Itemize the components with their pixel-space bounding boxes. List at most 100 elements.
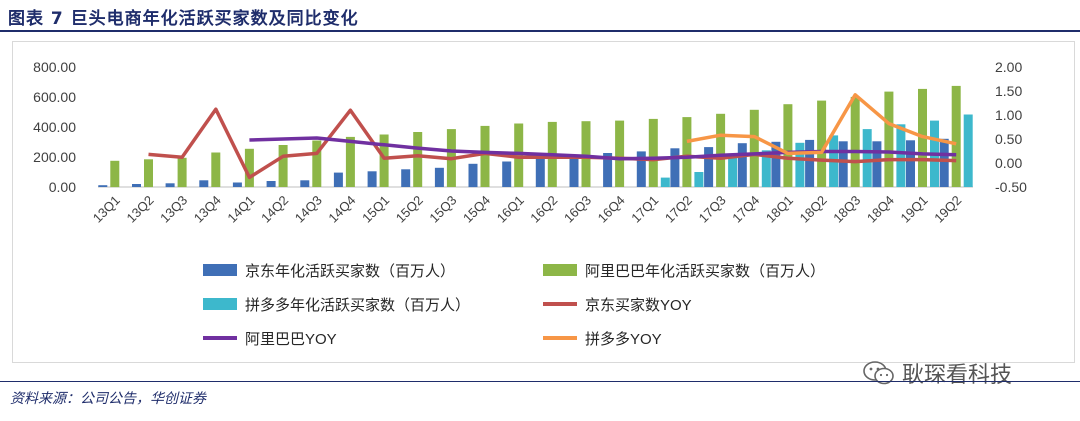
- x-tick-label: 16Q3: [561, 193, 594, 226]
- bar-2: [514, 123, 524, 187]
- y-right-tick-label: -0.50: [995, 179, 1027, 195]
- bar-2: [648, 118, 658, 187]
- bar-1: [333, 172, 343, 187]
- bar-2: [716, 113, 726, 187]
- y-right-tick-label: 1.50: [995, 83, 1022, 99]
- bar-3: [761, 150, 771, 188]
- bar-1: [434, 167, 444, 187]
- x-tick-label: 13Q1: [90, 193, 123, 226]
- chart-frame: 0.00 200.00 400.00 600.00 800.00 -0.50 0.00 0.5…: [12, 41, 1075, 363]
- bar-2: [749, 109, 759, 188]
- bar-1: [502, 161, 512, 187]
- bar-2: [312, 140, 322, 187]
- bar-2: [817, 100, 827, 187]
- bar-2: [110, 160, 120, 188]
- x-tick-label: 19Q1: [898, 193, 931, 226]
- x-tick-label: 13Q4: [191, 193, 224, 226]
- y-left-tick-label: 400.00: [33, 119, 76, 135]
- bar-1: [300, 180, 310, 188]
- watermark: 耿琛看科技: [862, 358, 1012, 388]
- source-note: 资料来源：公司公告，华创证券: [10, 391, 206, 407]
- y-right-tick-label: 1.00: [995, 107, 1022, 123]
- bar-1: [670, 148, 680, 187]
- bar-1: [569, 156, 579, 187]
- bar-1: [704, 147, 714, 187]
- bar-1: [165, 183, 175, 188]
- bar-2: [850, 96, 860, 187]
- legend-label-2: 阿里巴巴年化活跃买家数（百万人）: [585, 263, 825, 280]
- legend-label-4: 京东买家数YOY: [585, 297, 692, 314]
- bar-3: [896, 124, 906, 187]
- bar-2: [413, 132, 423, 187]
- legend-label-3: 拼多多年化活跃买家数（百万人）: [245, 297, 470, 314]
- legend-swatch-2: [543, 264, 577, 276]
- legend-swatch-1: [203, 264, 237, 276]
- bar-1: [98, 185, 108, 187]
- bar-3: [795, 142, 805, 188]
- x-tick-label: 15Q4: [460, 193, 493, 226]
- y-right-tick-label: 0.50: [995, 131, 1022, 147]
- bar-1: [603, 153, 613, 187]
- bar-1: [771, 141, 781, 187]
- y-left-tick-label: 600.00: [33, 89, 76, 105]
- bar-2: [884, 91, 894, 187]
- x-tick-label: 15Q2: [393, 193, 426, 226]
- watermark-text: 耿琛看科技: [902, 363, 1013, 388]
- y-right-tick-label: 0.00: [995, 155, 1022, 171]
- y-left-tick-label: 200.00: [33, 149, 76, 165]
- x-tick-label: 14Q2: [258, 193, 291, 226]
- x-tick-label: 14Q1: [224, 193, 257, 226]
- y-left-tick-label: 0.00: [49, 179, 76, 195]
- series-line-3: [686, 93, 957, 156]
- bar-1: [132, 184, 141, 187]
- x-tick-label: 16Q4: [595, 193, 628, 226]
- bar-2: [177, 157, 187, 188]
- x-tick-label: 18Q3: [830, 193, 863, 226]
- x-tick-label: 15Q1: [359, 193, 392, 226]
- legend-label-6: 拼多多YOY: [585, 331, 662, 348]
- x-tick-label: 16Q1: [494, 193, 527, 226]
- x-tick-label: 17Q4: [729, 193, 762, 226]
- bar-2: [144, 159, 153, 188]
- footer-divider: [0, 381, 1080, 382]
- legend-swatch-3: [203, 298, 237, 310]
- legend-label-5: 阿里巴巴YOY: [245, 331, 337, 348]
- bar-2: [244, 148, 254, 188]
- bar-1: [872, 141, 882, 188]
- bar-1: [805, 139, 815, 187]
- bar-2: [278, 145, 288, 187]
- series-line-1: [148, 107, 957, 180]
- title-divider: [0, 30, 1080, 32]
- bar-2: [682, 117, 692, 187]
- bar-2: [581, 121, 591, 187]
- bar-1: [367, 171, 377, 188]
- bar-1: [401, 169, 411, 187]
- bar-1: [535, 158, 545, 187]
- x-tick-label: 18Q2: [797, 193, 830, 226]
- wechat-icon: [863, 361, 894, 385]
- bar-1: [939, 138, 949, 187]
- bar-1: [906, 140, 915, 187]
- x-tick-label: 18Q4: [864, 193, 897, 226]
- chart-svg: 0.00 200.00 400.00 600.00 800.00 -0.50 0.00 0.5…: [33, 59, 1027, 348]
- bar-3: [660, 177, 670, 187]
- bar-2: [951, 85, 961, 187]
- bar-2: [615, 120, 625, 187]
- series-line-2: [249, 136, 957, 161]
- bar-1: [838, 141, 848, 188]
- x-tick-label: 16Q2: [527, 193, 560, 226]
- x-tick-label: 14Q4: [325, 193, 358, 226]
- x-tick-label: 13Q3: [157, 193, 190, 226]
- bar-3: [963, 114, 973, 187]
- bar-1: [636, 151, 646, 187]
- bar-1: [232, 182, 242, 187]
- y-left-tick-label: 800.00: [33, 59, 76, 75]
- bar-3: [862, 129, 872, 187]
- x-tick-label: 13Q2: [124, 193, 157, 226]
- bar-1: [737, 143, 747, 187]
- y-right-tick-label: 2.00: [995, 59, 1022, 75]
- bar-3: [694, 172, 704, 187]
- bar-2: [480, 125, 490, 187]
- bar-2: [379, 134, 389, 187]
- bar-2: [783, 104, 793, 187]
